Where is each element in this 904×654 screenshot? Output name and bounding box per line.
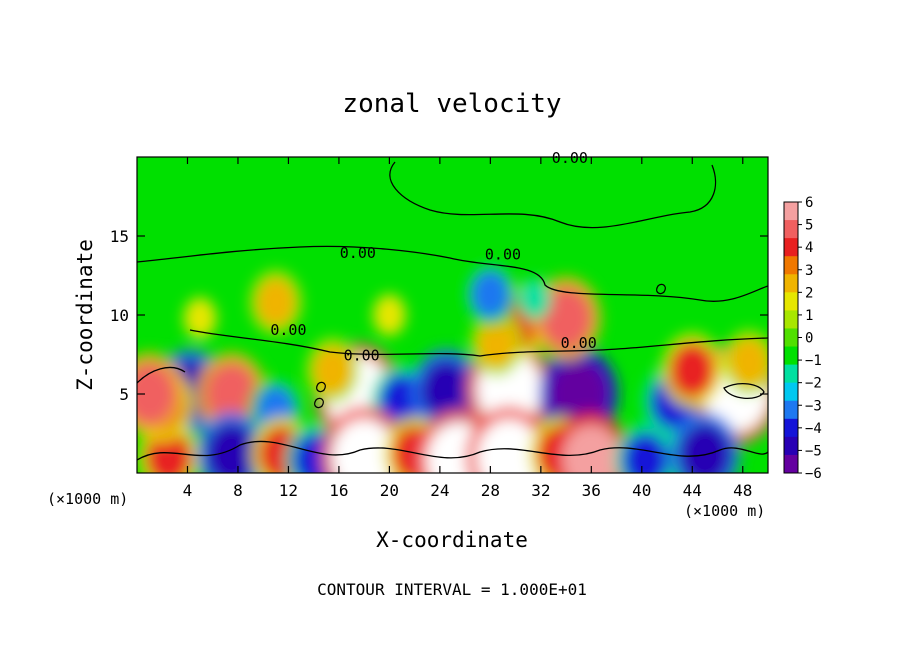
colorbar-swatch	[784, 256, 798, 275]
colorbar-swatch	[784, 310, 798, 329]
y-tick-label: 15	[110, 227, 129, 246]
velocity-anomaly-20	[622, 432, 669, 473]
velocity-anomaly-28	[183, 297, 217, 339]
contour-eddy-right	[723, 382, 765, 399]
velocity-anomaly-5	[420, 359, 473, 422]
contour-eddy-b	[314, 397, 324, 409]
velocity-anomaly-14	[331, 419, 397, 473]
colorbar-swatch	[784, 202, 798, 221]
colorbar-swatch	[784, 364, 798, 384]
contour-interval-note: CONTOUR INTERVAL = 1.000E+01	[317, 580, 587, 599]
colorbar-swatch	[784, 436, 798, 456]
colorbar-tick-label: −2	[805, 376, 822, 392]
colorbar-tick-label: 4	[805, 240, 813, 256]
colorbar-tick-label: 0	[805, 331, 813, 347]
x-tick-label: 40	[632, 481, 651, 500]
velocity-anomaly-25	[540, 287, 593, 350]
x-tick-label: 24	[430, 481, 449, 500]
contour-eddy-c	[656, 283, 666, 295]
x-axis-label: X-coordinate	[376, 528, 528, 552]
x-tick-label: 8	[233, 481, 243, 500]
colorbar-tick-label: −6	[805, 466, 822, 482]
velocity-anomaly-29	[669, 342, 716, 398]
x-tick-label: 36	[582, 481, 601, 500]
colorbar-swatch	[784, 292, 798, 311]
contour-bottom	[137, 440, 768, 461]
x-tick-label: 4	[183, 481, 193, 500]
zero-contour-low	[189, 329, 768, 357]
x-tick-label: 32	[531, 481, 550, 500]
zero-contour-mid	[137, 245, 768, 302]
contour-label: 0.00	[340, 244, 376, 262]
colorbar-swatch	[784, 418, 798, 438]
colorbar-swatch	[784, 238, 798, 257]
velocity-anomaly-30	[729, 338, 768, 387]
y-tick-label: 5	[119, 385, 129, 404]
colorbar-tick-label: −1	[805, 353, 822, 369]
contour-label: 0.00	[344, 347, 380, 365]
chart-title: zonal velocity	[342, 89, 561, 119]
y-tick-label: 10	[110, 306, 129, 325]
contour-left	[137, 367, 186, 384]
zero-contour-upper	[389, 161, 717, 229]
colorbar-swatch	[784, 382, 798, 402]
velocity-anomaly-27	[256, 278, 296, 327]
velocity-anomaly-33	[373, 294, 406, 336]
colorbar: 6 5 4 3 2 1 0 −1 −2 −3 −4 −5 −6	[783, 195, 822, 482]
velocity-anomaly-21	[678, 423, 731, 473]
colorbar-swatch	[784, 274, 798, 293]
colorbar-tick-label: 5	[805, 218, 813, 234]
velocity-anomaly-26	[477, 319, 517, 368]
colorbar-tick-label: −4	[805, 421, 822, 437]
velocity-anomaly-17	[476, 419, 542, 473]
colorbar-swatch	[784, 454, 798, 474]
x-tick-label: 16	[329, 481, 348, 500]
contour-label: 0.00	[270, 321, 306, 339]
velocity-anomaly-23	[137, 363, 176, 425]
velocity-anomaly-7	[549, 359, 608, 429]
colorbar-swatch	[784, 328, 798, 348]
contour-label: 0.00	[552, 149, 588, 167]
colorbar-tick-label: 6	[805, 195, 813, 211]
contour-label: 0.00	[561, 334, 597, 352]
colorbar-tick-label: −3	[805, 398, 822, 414]
colorbar-tick-label: −5	[805, 443, 822, 459]
x-tick-label: 28	[481, 481, 500, 500]
x-tick-label: 20	[380, 481, 399, 500]
colorbar-swatch	[784, 400, 798, 420]
x-tick-label: 48	[733, 481, 752, 500]
contour-label: 0.00	[485, 245, 521, 263]
velocity-anomaly-11	[205, 423, 258, 473]
colorbar-swatch	[784, 346, 798, 366]
velocity-anomaly-19	[562, 424, 621, 473]
velocity-anomaly-32	[518, 278, 551, 321]
colorbar-tick-label: 2	[805, 285, 813, 301]
contour-eddy-a	[316, 381, 326, 393]
x-unit-left: (×1000 m)	[47, 490, 128, 508]
colorbar-tick-label: 1	[805, 308, 813, 324]
colorbar-swatch	[784, 220, 798, 239]
velocity-field	[137, 157, 768, 473]
colorbar-tick-label: 3	[805, 263, 813, 279]
x-tick-label: 44	[683, 481, 702, 500]
velocity-anomaly-1	[205, 363, 258, 425]
y-axis-label: Z-coordinate	[73, 239, 97, 391]
x-tick-label: 12	[279, 481, 298, 500]
velocity-anomaly-31	[470, 270, 510, 319]
x-unit-right: (×1000 m)	[684, 502, 765, 520]
